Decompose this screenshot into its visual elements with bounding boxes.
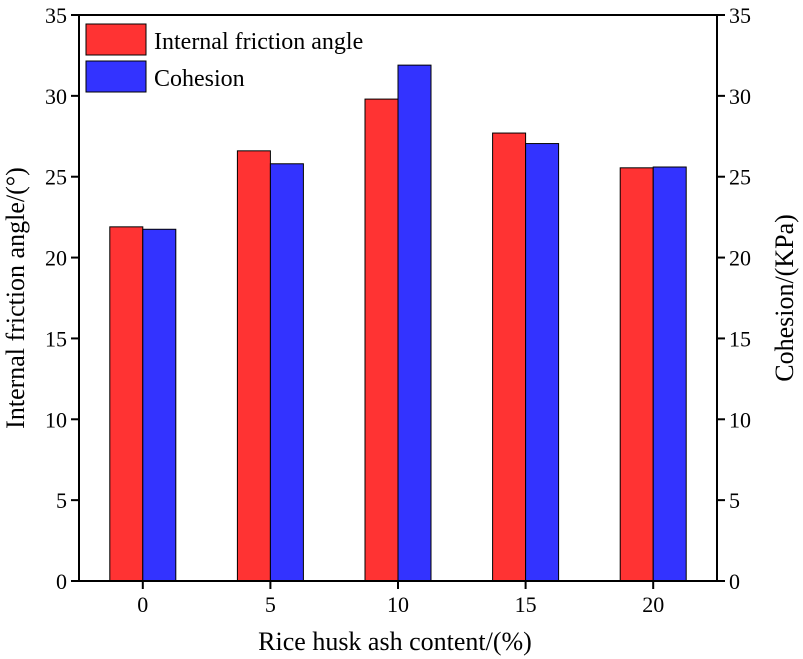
x-tick-label-5: 5 xyxy=(265,592,276,617)
right-ticks-group: 0 5 10 15 20 25 30 35 xyxy=(717,3,751,594)
right-tick-label-30: 30 xyxy=(729,84,751,109)
left-tick-label-35: 35 xyxy=(45,3,67,28)
x-tick-label-20: 20 xyxy=(642,592,664,617)
bar-cohesion-5 xyxy=(269,163,304,582)
bar-cohesion-0 xyxy=(142,228,177,582)
bar-cohesion-20 xyxy=(652,166,687,582)
bar-internal-friction-angle-20 xyxy=(619,167,654,582)
bar-cohesion-10 xyxy=(397,64,432,582)
legend: Internal friction angle Cohesion xyxy=(85,23,363,93)
bar-cohesion-15 xyxy=(525,143,560,582)
x-tick-label-10: 10 xyxy=(387,592,409,617)
left-tick-label-15: 15 xyxy=(45,326,67,351)
bar-internal-friction-angle-0 xyxy=(109,226,144,582)
right-tick-label-35: 35 xyxy=(729,3,751,28)
left-tick-label-25: 25 xyxy=(45,165,67,190)
x-axis-title: Rice husk ash content/(%) xyxy=(258,627,532,656)
legend-swatch-cohesion xyxy=(85,60,147,93)
legend-swatch-internal-friction-angle xyxy=(85,23,147,56)
left-axis-title: Internal friction angle/(°) xyxy=(1,167,30,429)
right-tick-label-25: 25 xyxy=(729,165,751,190)
right-tick-label-15: 15 xyxy=(729,326,751,351)
x-tick-label-15: 15 xyxy=(515,592,537,617)
x-ticks-group: 0 5 10 15 20 xyxy=(137,581,664,617)
bar-internal-friction-angle-10 xyxy=(364,98,399,582)
bar-internal-friction-angle-5 xyxy=(236,150,271,582)
legend-label-internal-friction-angle: Internal friction angle xyxy=(154,29,363,55)
right-axis-title: Cohesion/(KPa) xyxy=(770,214,799,382)
right-tick-label-20: 20 xyxy=(729,246,751,271)
bar-internal-friction-angle-15 xyxy=(492,132,527,582)
left-ticks-group: 0 5 10 15 20 25 30 35 xyxy=(45,3,79,594)
left-tick-label-0: 0 xyxy=(56,569,67,594)
right-tick-label-0: 0 xyxy=(729,569,740,594)
bars-group xyxy=(109,64,687,582)
left-tick-label-10: 10 xyxy=(45,407,67,432)
right-tick-label-10: 10 xyxy=(729,407,751,432)
left-tick-label-5: 5 xyxy=(56,488,67,513)
left-tick-label-20: 20 xyxy=(45,246,67,271)
x-tick-label-0: 0 xyxy=(137,592,148,617)
right-tick-label-5: 5 xyxy=(729,488,740,513)
left-tick-label-30: 30 xyxy=(45,84,67,109)
legend-label-cohesion: Cohesion xyxy=(154,66,245,92)
